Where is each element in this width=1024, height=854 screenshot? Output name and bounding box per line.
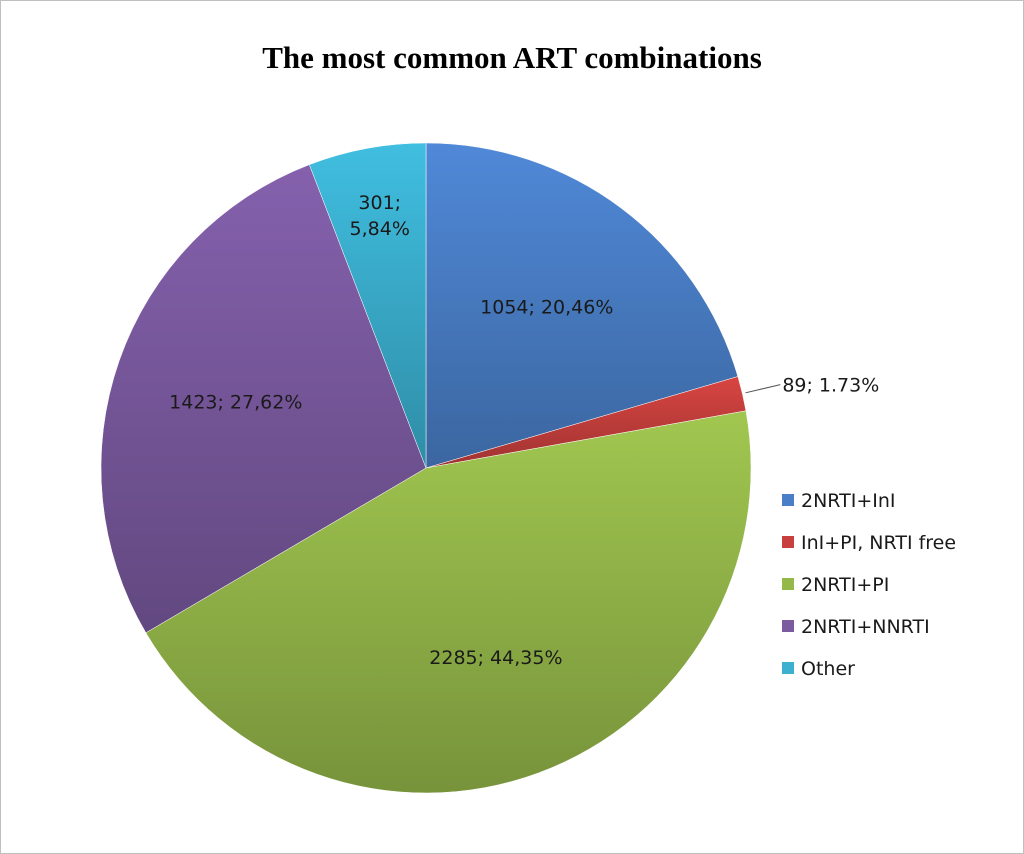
legend-label-2nrti-ini: 2NRTI+InI [801,490,896,512]
chart-title: The most common ART combinations [262,40,762,75]
legend-label-other: Other [801,658,855,680]
legend-swatch-2nrti-nnrti [782,620,794,632]
legend-item-ini-pi-nrti-free: InI+PI, NRTI free [782,532,956,554]
data-label-2nrti-pi: 2285; 44,35% [429,647,562,669]
legend-item-2nrti-pi: 2NRTI+PI [782,574,889,596]
leader-line-ini-pi-nrti-free [745,384,781,394]
legend-swatch-ini-pi-nrti-free [782,536,794,548]
pie-slices [100,142,752,794]
legend-swatch-2nrti-ini [782,494,794,506]
data-label-other: 301; 5,84% [350,192,410,240]
legend-label-2nrti-nnrti: 2NRTI+NNRTI [801,616,930,638]
data-labels: 1054; 20,46% 89; 1.73% 2285; 44,35% 1423; 2… [169,192,879,669]
legend-swatch-other [782,662,794,674]
data-label-2nrti-ini: 1054; 20,46% [480,297,613,319]
data-label-ini-pi-nrti-free: 89; 1.73% [782,375,879,397]
data-label-2nrti-nnrti: 1423; 27,62% [169,392,302,414]
legend-item-2nrti-nnrti: 2NRTI+NNRTI [782,616,930,638]
pie-slice-2nrti-nnrti [100,164,427,634]
legend: 2NRTI+InI InI+PI, NRTI free 2NRTI+PI 2NRTI+… [782,490,956,680]
pie-slice-other [309,142,427,469]
legend-item-2nrti-ini: 2NRTI+InI [782,490,896,512]
pie-slice-2nrti-ini [425,142,739,469]
legend-label-2nrti-pi: 2NRTI+PI [801,574,889,596]
legend-item-other: Other [782,658,855,680]
legend-swatch-2nrti-pi [782,578,794,590]
pie-slice-2nrti-pi [145,410,752,794]
legend-label-ini-pi-nrti-free: InI+PI, NRTI free [801,532,956,554]
